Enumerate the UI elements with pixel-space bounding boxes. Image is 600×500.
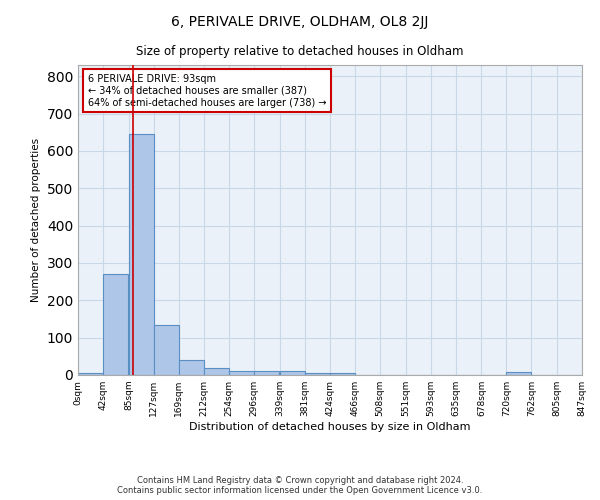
Bar bbox=[305, 373, 330, 375]
Bar bbox=[506, 372, 532, 375]
Text: Size of property relative to detached houses in Oldham: Size of property relative to detached ho… bbox=[136, 45, 464, 58]
Y-axis label: Number of detached properties: Number of detached properties bbox=[31, 138, 41, 302]
Text: 6 PERIVALE DRIVE: 93sqm
← 34% of detached houses are smaller (387)
64% of semi-d: 6 PERIVALE DRIVE: 93sqm ← 34% of detache… bbox=[88, 74, 326, 108]
Bar bbox=[103, 274, 128, 375]
Text: Contains HM Land Registry data © Crown copyright and database right 2024.
Contai: Contains HM Land Registry data © Crown c… bbox=[118, 476, 482, 495]
Bar bbox=[330, 373, 355, 375]
Bar bbox=[204, 368, 229, 375]
Bar bbox=[229, 370, 254, 375]
Bar bbox=[179, 360, 203, 375]
Text: 6, PERIVALE DRIVE, OLDHAM, OL8 2JJ: 6, PERIVALE DRIVE, OLDHAM, OL8 2JJ bbox=[172, 15, 428, 29]
Bar bbox=[254, 372, 279, 375]
Bar bbox=[128, 134, 154, 375]
Bar bbox=[78, 373, 103, 375]
X-axis label: Distribution of detached houses by size in Oldham: Distribution of detached houses by size … bbox=[189, 422, 471, 432]
Bar bbox=[154, 324, 179, 375]
Bar bbox=[280, 372, 305, 375]
